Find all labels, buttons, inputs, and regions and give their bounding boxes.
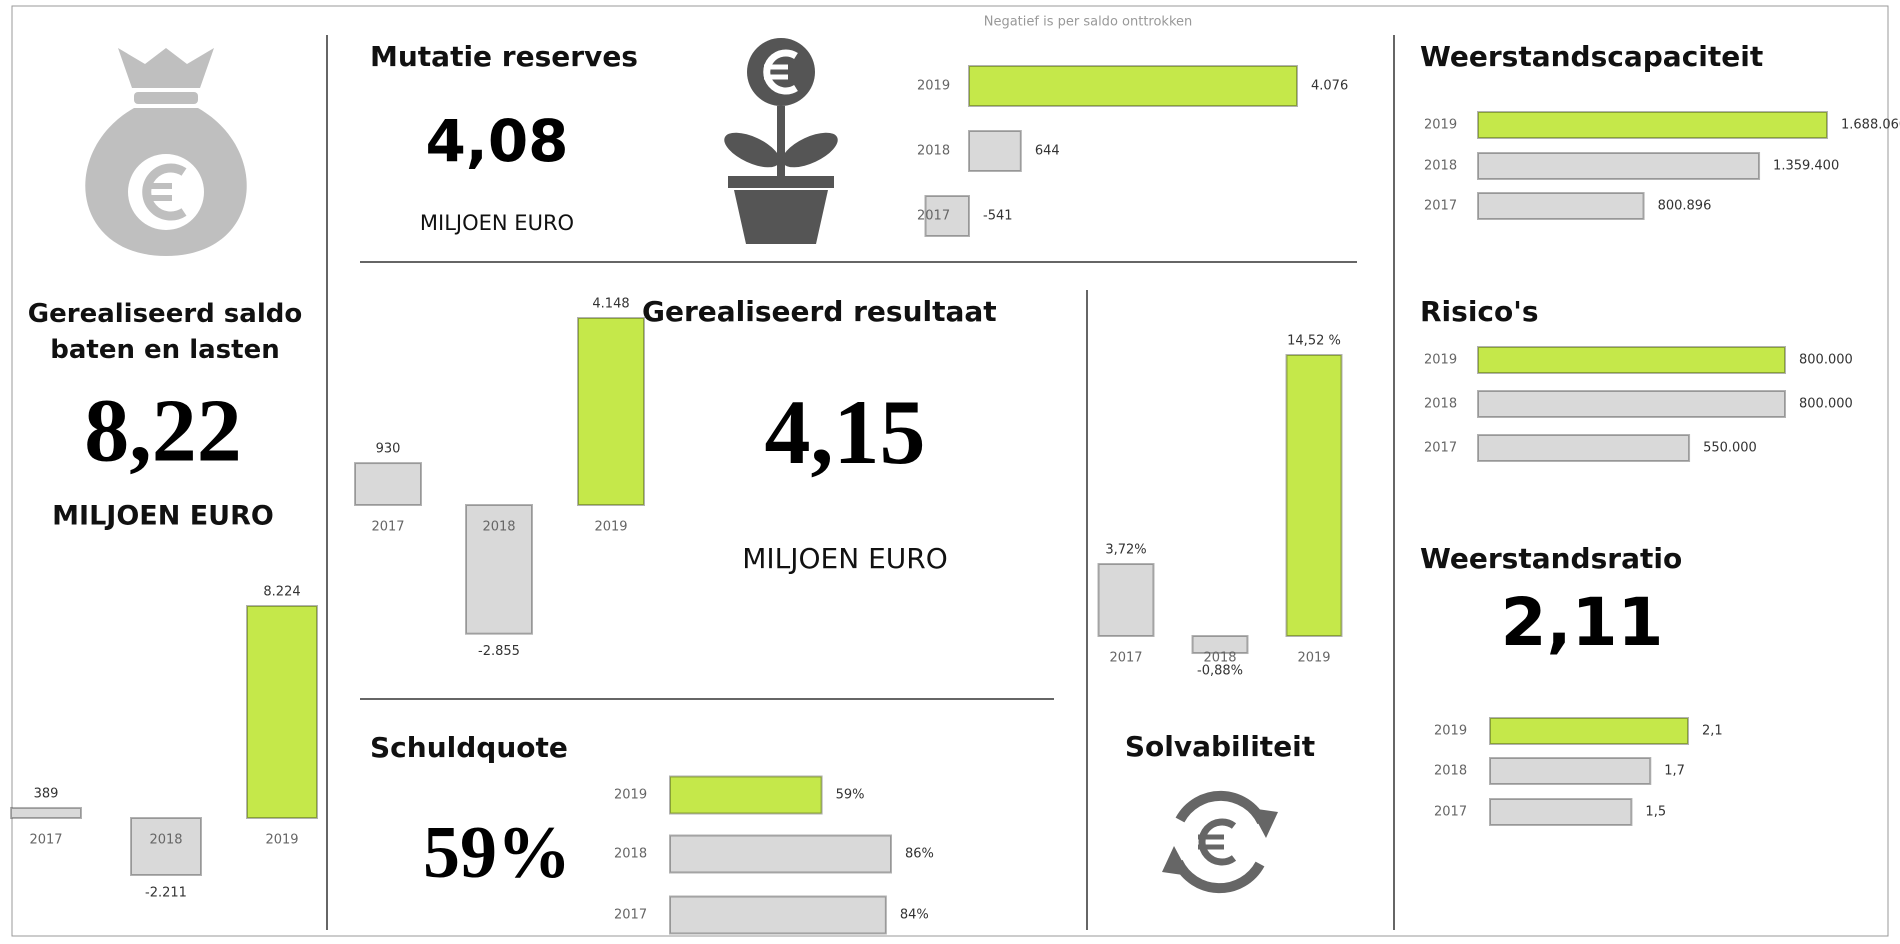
data-label: 644 xyxy=(1035,144,1060,159)
annotation: Negatief is per saldo onttrokken xyxy=(984,15,1193,30)
data-label: 84% xyxy=(900,908,929,923)
x-tick-label: 2019 xyxy=(594,520,627,535)
y-tick-label: 2017 xyxy=(1424,441,1457,456)
data-label: 3,72% xyxy=(1105,543,1146,558)
bar xyxy=(1477,390,1786,418)
x-tick-label: 2017 xyxy=(29,833,62,848)
data-label: 800.896 xyxy=(1658,199,1712,214)
y-tick-label: 2019 xyxy=(1424,353,1457,368)
exchange-icon xyxy=(1162,790,1278,894)
panel-title: Weerstandscapaciteit xyxy=(1420,40,1763,73)
data-label: 1.359.400 xyxy=(1773,159,1839,174)
panel-title: Gerealiseerd saldo baten en lasten xyxy=(27,299,303,365)
x-tick-label: 2018 xyxy=(482,520,515,535)
data-label: 389 xyxy=(34,786,59,801)
panel-title: Schuldquote xyxy=(370,731,568,764)
kpi-value: 2,11 xyxy=(1501,584,1664,661)
panel-title: Gerealiseerd resultaat xyxy=(642,295,997,328)
data-label: 800.000 xyxy=(1799,353,1853,368)
data-label: 800.000 xyxy=(1799,397,1853,412)
y-tick-label: 2019 xyxy=(1434,724,1467,739)
y-tick-label: 2017 xyxy=(1434,805,1467,820)
data-label: 59% xyxy=(836,788,865,803)
bar xyxy=(246,605,318,819)
y-tick-label: 2018 xyxy=(614,847,647,862)
data-label: 4.076 xyxy=(1311,79,1348,94)
bar xyxy=(577,317,645,506)
bar xyxy=(1191,635,1249,655)
bar xyxy=(130,817,202,876)
frame xyxy=(11,5,1889,937)
data-label: 930 xyxy=(376,442,401,457)
x-tick-label: 2017 xyxy=(371,520,404,535)
y-tick-label: 2017 xyxy=(1424,199,1457,214)
bar xyxy=(354,462,422,506)
bar xyxy=(968,130,1022,172)
kpi-value: 59% xyxy=(423,812,571,894)
bar xyxy=(1489,757,1652,785)
bar xyxy=(1489,798,1633,826)
x-tick-label: 2017 xyxy=(1109,651,1142,666)
kpi-unit: MILJOEN EURO xyxy=(420,211,574,235)
bar xyxy=(669,895,887,935)
panel-title: Mutatie reserves xyxy=(370,40,638,73)
y-tick-label: 2018 xyxy=(1434,764,1467,779)
data-label: 1,7 xyxy=(1664,764,1685,779)
x-tick-label: 2018 xyxy=(1203,651,1236,666)
x-tick-label: 2018 xyxy=(149,833,182,848)
y-tick-label: 2017 xyxy=(917,209,950,224)
data-label: 4.148 xyxy=(592,297,629,312)
data-label: 1.688.060 xyxy=(1841,118,1900,133)
bar xyxy=(1477,192,1645,220)
y-tick-label: 2018 xyxy=(1424,159,1457,174)
y-tick-label: 2019 xyxy=(614,788,647,803)
y-tick-label: 2017 xyxy=(614,908,647,923)
panel-title: Risico's xyxy=(1420,295,1539,328)
bar xyxy=(1477,346,1786,374)
bar xyxy=(968,65,1298,107)
y-tick-label: 2018 xyxy=(917,144,950,159)
kpi-value: 4,15 xyxy=(765,381,926,483)
data-label: 8.224 xyxy=(263,585,300,600)
bar xyxy=(669,775,823,815)
x-tick-label: 2019 xyxy=(1297,651,1330,666)
data-label: -2.855 xyxy=(478,644,520,659)
data-label: -541 xyxy=(983,209,1013,224)
panel-title: Solvabiliteit xyxy=(1125,730,1315,763)
data-label: -0,88% xyxy=(1197,664,1243,679)
bar xyxy=(924,195,970,237)
kpi-value: 4,08 xyxy=(425,107,568,175)
y-tick-label: 2019 xyxy=(1424,118,1457,133)
money-bag-icon xyxy=(85,48,247,256)
data-label: 14,52 % xyxy=(1287,334,1341,349)
bar xyxy=(1097,563,1155,637)
data-label: 86% xyxy=(905,847,934,862)
bar xyxy=(10,806,82,820)
bar xyxy=(1477,434,1691,462)
bar xyxy=(1285,354,1343,637)
bar xyxy=(1477,152,1761,180)
y-tick-label: 2019 xyxy=(917,79,950,94)
data-label: -2.211 xyxy=(145,885,187,900)
bar xyxy=(465,504,533,635)
data-label: 550.000 xyxy=(1703,441,1757,456)
kpi-unit: MILJOEN EURO xyxy=(742,542,948,575)
plant-icon xyxy=(724,38,838,244)
bar xyxy=(1477,111,1828,139)
kpi-unit: MILJOEN EURO xyxy=(52,501,274,532)
panel-title: Weerstandsratio xyxy=(1420,542,1682,575)
data-label: 2,1 xyxy=(1702,724,1723,739)
bar xyxy=(1489,717,1689,745)
data-label: 1,5 xyxy=(1645,805,1666,820)
y-tick-label: 2018 xyxy=(1424,397,1457,412)
kpi-value: 8,22 xyxy=(84,382,242,481)
x-tick-label: 2019 xyxy=(265,833,298,848)
bar xyxy=(669,834,892,874)
